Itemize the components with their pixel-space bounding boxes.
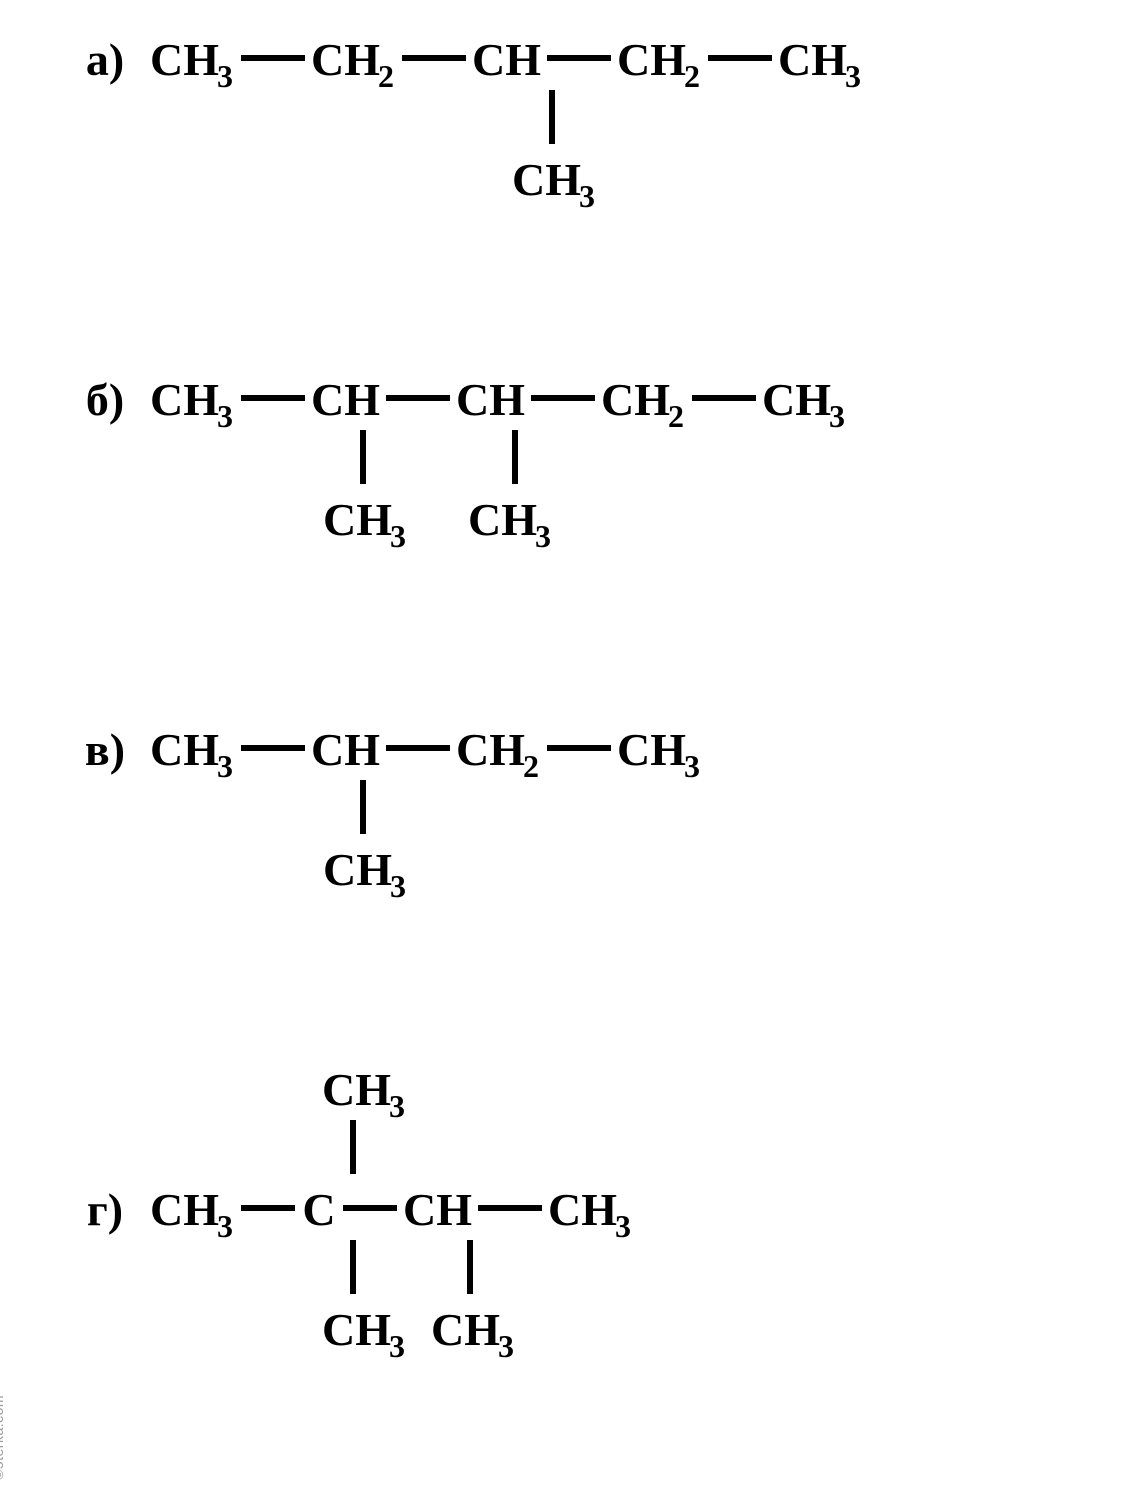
substituent-bond-row-top [60,1120,633,1180]
formula-a: а) CH3 CH2 CH CH2 CH3 CH3 [60,30,863,210]
bond-icon [549,90,555,144]
bond-icon [478,1205,542,1211]
formula-label: в) [60,720,150,780]
group-CH3: CH [322,1060,391,1120]
group-CH3: CH [323,840,392,900]
main-chain: в) CH3 CH CH2 CH3 [60,720,702,780]
group-CH3: CH [431,1300,500,1360]
group-CH2: CH [456,720,525,780]
watermark: ©5terka.com [0,1395,6,1480]
group-CH2: CH [601,370,670,430]
substituent-row: CH3 [60,840,702,900]
bond-icon [512,430,518,484]
bond-icon [360,430,366,484]
main-chain: б) CH3 CH CH CH2 CH3 [60,370,847,430]
bond-icon [402,55,466,61]
group-CH: CH [403,1180,472,1240]
bond-icon [241,55,305,61]
group-CH3: CH [617,720,686,780]
main-chain: г) CH3 C CH CH3 [60,1180,633,1240]
group-CH: CH [311,720,380,780]
substituent-row-top: CH3 [60,1060,633,1120]
bond-icon [531,395,595,401]
group-CH3: CH [512,150,581,210]
bond-icon [467,1240,473,1294]
bond-icon [350,1120,356,1174]
group-CH2: CH [617,30,686,90]
group-CH3: CH [548,1180,617,1240]
group-CH3: CH [323,490,392,550]
formula-b: б) CH3 CH CH CH2 CH3 CH3 CH3 [60,370,847,550]
group-CH3: CH [762,370,831,430]
group-CH: CH [311,370,380,430]
main-chain: а) CH3 CH2 CH CH2 CH3 [60,30,863,90]
bond-icon [241,745,305,751]
bond-icon [386,745,450,751]
bond-icon [241,1205,295,1211]
bond-icon [386,395,450,401]
bond-icon [547,745,611,751]
group-CH3: CH [150,1180,219,1240]
formula-label: а) [60,30,150,90]
group-CH3: CH [150,30,219,90]
formula-label: г) [60,1180,150,1240]
group-CH3: CH [778,30,847,90]
substituent-bond-row [60,430,847,490]
bond-icon [241,395,305,401]
substituent-bond-row [60,1240,633,1300]
formula-g: CH3 г) CH3 C CH CH3 CH3 CH3 [60,1060,633,1360]
group-CH3: CH [150,370,219,430]
group-CH3: CH [468,490,537,550]
group-CH: CH [472,30,541,90]
bond-icon [360,780,366,834]
group-CH: CH [456,370,525,430]
substituent-row: CH3 CH3 [60,1300,633,1360]
bond-icon [350,1240,356,1294]
formula-v: в) CH3 CH CH2 CH3 CH3 [60,720,702,900]
group-CH3: CH [150,720,219,780]
bond-icon [708,55,772,61]
group-C: C [301,1180,337,1240]
substituent-row: CH3 CH3 [60,490,847,550]
substituent-row: CH3 [60,150,863,210]
group-CH2: CH [311,30,380,90]
substituent-bond-row [60,780,702,840]
substituent-bond-row [60,90,863,150]
bond-icon [547,55,611,61]
group-CH3: CH [322,1300,391,1360]
formula-label: б) [60,370,150,430]
bond-icon [343,1205,397,1211]
bond-icon [692,395,756,401]
